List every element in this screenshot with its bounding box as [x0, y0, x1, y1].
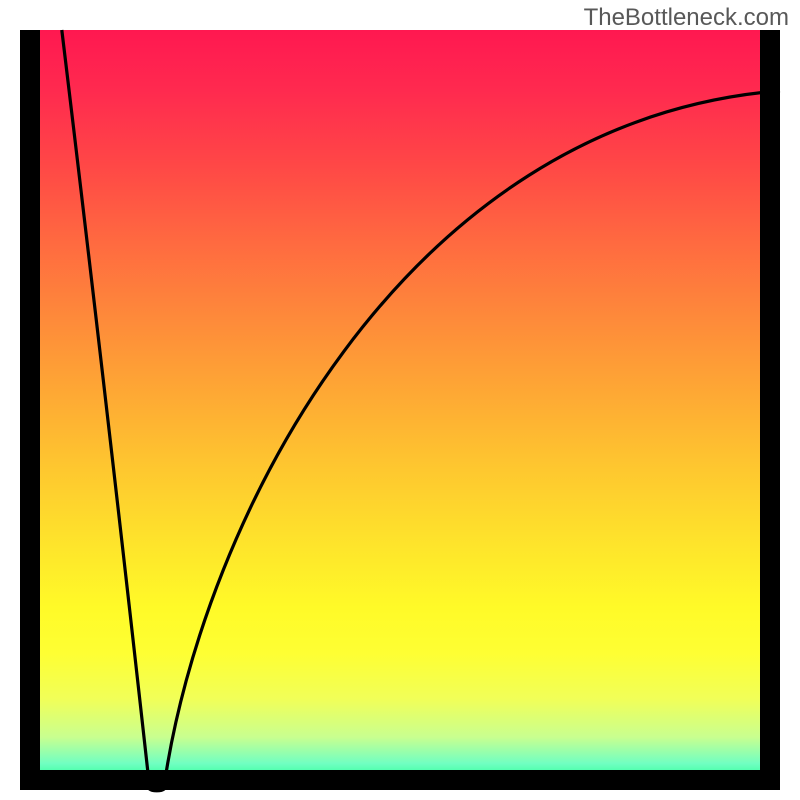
plot-border-bottom [20, 770, 780, 790]
curve-right-branch [164, 91, 780, 784]
bottleneck-curve [20, 30, 780, 790]
plot-area [20, 30, 780, 790]
plot-border-left [20, 30, 40, 790]
curve-left-branch [62, 30, 149, 784]
watermark-text: TheBottleneck.com [584, 4, 789, 32]
plot-border-right [760, 30, 780, 790]
figure-container: TheBottleneck.com [0, 0, 800, 800]
